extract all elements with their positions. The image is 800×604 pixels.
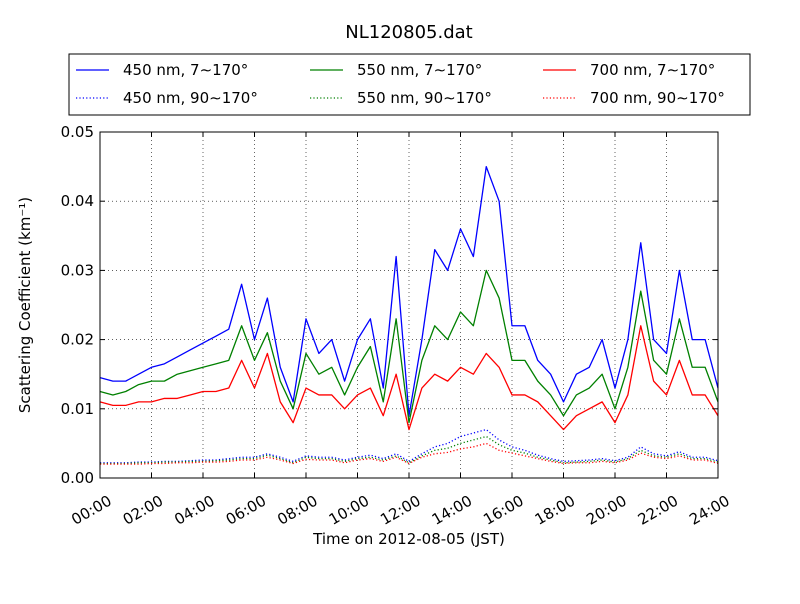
x-tick-label: 22:00 <box>635 492 681 529</box>
legend-label-4: 450 nm, 90∼170° <box>123 89 258 107</box>
x-tick-label: 02:00 <box>120 492 166 529</box>
x-tick-label: 00:00 <box>68 492 114 529</box>
series-line-3 <box>99 325 719 431</box>
y-axis-label: Scattering Coefficient (km⁻¹) <box>16 197 34 413</box>
y-tick-label: 0.05 <box>61 123 94 141</box>
series-line-6 <box>100 442 719 465</box>
legend-label-1: 450 nm, 7∼170° <box>123 61 248 79</box>
y-tick-label: 0.04 <box>61 192 94 210</box>
legend-label-3: 700 nm, 7∼170° <box>590 61 715 79</box>
series-layer <box>99 165 719 465</box>
x-tick-label: 16:00 <box>480 492 526 529</box>
series-line-4 <box>100 428 719 464</box>
x-tick-label: 06:00 <box>223 492 269 529</box>
x-tick-label: 14:00 <box>429 492 475 529</box>
y-tick-label: 0.00 <box>61 469 94 487</box>
x-tick-label: 10:00 <box>326 492 372 529</box>
y-tick-label: 0.02 <box>61 331 94 349</box>
x-tick-label: 18:00 <box>532 492 578 529</box>
x-axis-label: Time on 2012-08-05 (JST) <box>312 530 505 548</box>
series-line-1 <box>99 165 719 417</box>
series-line-2 <box>99 269 719 424</box>
y-tick-label: 0.03 <box>61 261 94 279</box>
legend-box <box>68 53 751 116</box>
x-tick-label: 04:00 <box>171 492 217 529</box>
series-line-5 <box>100 435 719 465</box>
legend-label-6: 700 nm, 90∼170° <box>590 89 725 107</box>
x-tick-label: 24:00 <box>686 492 732 529</box>
x-tick-label: 12:00 <box>377 492 423 529</box>
x-tick-label: 20:00 <box>583 492 629 529</box>
chart-title: NL120805.dat <box>345 22 472 43</box>
legend-label-2: 550 nm, 7∼170° <box>357 61 482 79</box>
x-tick-label: 08:00 <box>274 492 320 529</box>
legend: 450 nm, 7∼170° 550 nm, 7∼170° 700 nm, 7∼17… <box>68 53 751 116</box>
y-tick-label: 0.01 <box>61 400 94 418</box>
legend-label-5: 550 nm, 90∼170° <box>357 89 492 107</box>
grid <box>100 132 718 478</box>
